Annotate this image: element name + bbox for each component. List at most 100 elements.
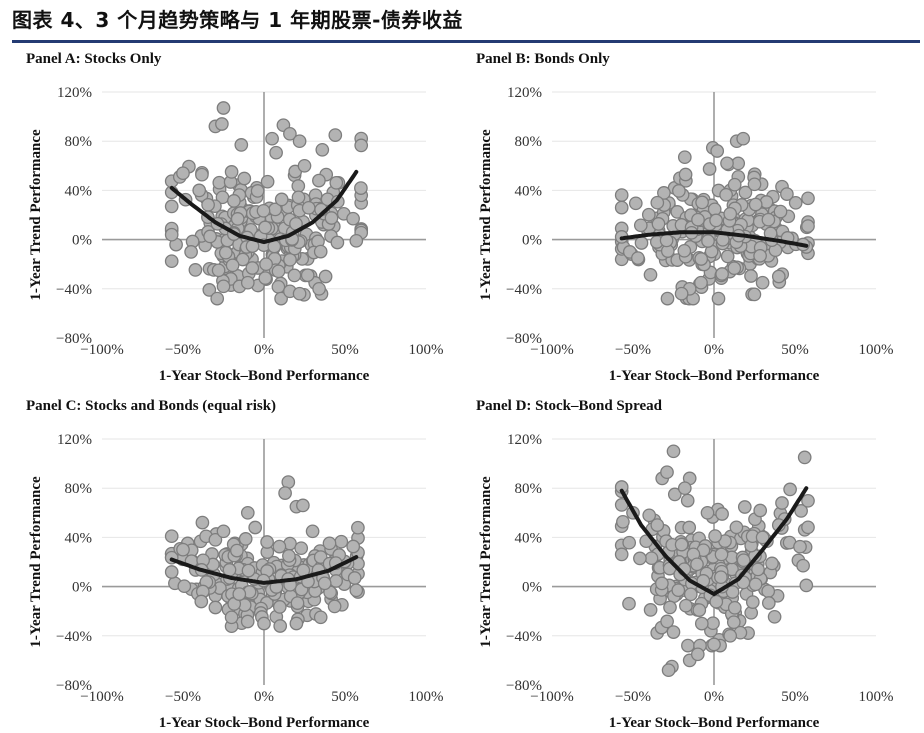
chart-panel-b-bonds-only-svg: Panel B: Bonds Only120%80%40%0%−40%−80%−… bbox=[476, 51, 894, 384]
x-tick-label: 0% bbox=[704, 342, 724, 358]
scatter-point bbox=[240, 505, 255, 520]
scatter-point bbox=[227, 194, 241, 208]
scatter-point bbox=[296, 498, 310, 513]
panel-d: Panel D: Stock–Bond Spread 120% 80% 40% 0% −4… bbox=[450, 393, 902, 733]
scatter-point bbox=[232, 587, 247, 601]
scatter-point bbox=[195, 167, 209, 182]
scatter-point bbox=[297, 158, 312, 173]
scatter-point bbox=[274, 291, 288, 306]
y-tick-label: 80% bbox=[65, 134, 93, 150]
scatter-point bbox=[660, 465, 674, 480]
scatter-point bbox=[659, 233, 674, 248]
scatter-point bbox=[682, 520, 697, 535]
scatter-point bbox=[801, 219, 815, 233]
panel-title: Panel B: Bonds Only bbox=[476, 51, 610, 67]
y-tick-label: 120% bbox=[57, 85, 92, 101]
scatter-point bbox=[727, 261, 742, 276]
scatter-point bbox=[633, 218, 648, 233]
scatter-point bbox=[208, 600, 223, 615]
scatter-point bbox=[694, 275, 708, 290]
scatter-point bbox=[208, 532, 223, 547]
x-tick-label: 50% bbox=[781, 689, 809, 705]
scatter-point bbox=[783, 482, 797, 497]
scatter-point bbox=[761, 212, 776, 227]
scatter-point bbox=[714, 570, 728, 585]
scatter-point bbox=[312, 281, 326, 296]
x-axis-label: 1-Year Stock–Bond Performance bbox=[159, 368, 370, 384]
scatter-point bbox=[725, 585, 740, 599]
scatter-point bbox=[192, 183, 207, 198]
scatter-point bbox=[723, 206, 738, 221]
scatter-point bbox=[312, 173, 326, 188]
scatter-point bbox=[245, 261, 260, 275]
scatter-point bbox=[240, 614, 255, 629]
y-tick-label: 80% bbox=[515, 481, 543, 497]
scatter-point bbox=[801, 493, 815, 508]
scatter-point bbox=[677, 150, 692, 165]
scatter-point bbox=[317, 576, 332, 591]
y-tick-label: 0% bbox=[72, 580, 92, 596]
scatter-point bbox=[715, 267, 729, 281]
scatter-point bbox=[351, 520, 365, 535]
scatter-point bbox=[796, 558, 810, 573]
scatter-point bbox=[614, 200, 629, 215]
scatter-point bbox=[164, 199, 179, 214]
scatter-point bbox=[201, 197, 215, 212]
x-tick-label: 100% bbox=[409, 689, 444, 705]
fit-curve bbox=[619, 230, 809, 248]
scatter-point bbox=[775, 496, 789, 510]
scatter-point bbox=[644, 551, 659, 566]
y-tick-label: 120% bbox=[57, 432, 92, 448]
x-tick-label: −50% bbox=[615, 342, 651, 358]
scatter-point bbox=[616, 514, 630, 529]
scatter-point bbox=[164, 529, 179, 544]
scatter-point bbox=[256, 203, 271, 218]
x-axis-label: 1-Year Stock–Bond Performance bbox=[609, 368, 820, 384]
scatter-point bbox=[771, 269, 786, 284]
scatter-point bbox=[234, 138, 249, 152]
fit-curve bbox=[169, 555, 359, 585]
y-tick-label: 40% bbox=[65, 183, 93, 199]
scatter-point bbox=[736, 131, 751, 146]
scatter-point bbox=[346, 211, 360, 226]
y-tick-label: 40% bbox=[65, 530, 93, 546]
scatter-point bbox=[681, 638, 695, 653]
scatter-point bbox=[305, 524, 320, 539]
scatter-point bbox=[300, 268, 315, 283]
x-tick-label: 50% bbox=[331, 342, 359, 358]
y-tick-label: 0% bbox=[522, 233, 542, 249]
scatter-point bbox=[330, 235, 345, 250]
x-tick-label: −50% bbox=[615, 689, 651, 705]
scatter-point bbox=[694, 616, 709, 631]
scatter-point bbox=[700, 505, 715, 520]
scatter-point bbox=[695, 195, 709, 210]
y-tick-label: 0% bbox=[72, 233, 92, 249]
scatter-point bbox=[731, 156, 746, 171]
y-axis-label: 1-Year Trend Performance bbox=[478, 129, 494, 301]
scatter-point bbox=[755, 530, 770, 545]
x-tick-label: 50% bbox=[331, 689, 359, 705]
scatter-point bbox=[666, 444, 681, 459]
scatter-point bbox=[164, 227, 179, 242]
scatter-point bbox=[642, 508, 657, 523]
scatter-point bbox=[678, 167, 693, 182]
y-tick-label: −40% bbox=[506, 629, 542, 645]
scatter-point bbox=[614, 547, 629, 562]
scatter-point bbox=[755, 275, 770, 290]
scatter-point bbox=[324, 211, 339, 225]
y-tick-label: 40% bbox=[515, 183, 543, 199]
x-tick-label: 100% bbox=[859, 342, 894, 358]
scatter-point bbox=[274, 192, 289, 207]
scatter-point bbox=[258, 220, 272, 235]
scatter-point bbox=[747, 177, 762, 192]
scatter-point bbox=[203, 229, 217, 244]
scatter-point bbox=[202, 283, 217, 297]
scatter-point bbox=[313, 610, 328, 625]
scatter-point bbox=[690, 647, 705, 662]
scatter-point bbox=[322, 536, 337, 551]
y-tick-label: −80% bbox=[506, 678, 542, 694]
x-axis-label: 1-Year Stock–Bond Performance bbox=[609, 715, 820, 731]
panel-title: Panel D: Stock–Bond Spread bbox=[476, 398, 663, 414]
y-tick-label: 0% bbox=[522, 580, 542, 596]
scatter-point bbox=[674, 286, 689, 301]
